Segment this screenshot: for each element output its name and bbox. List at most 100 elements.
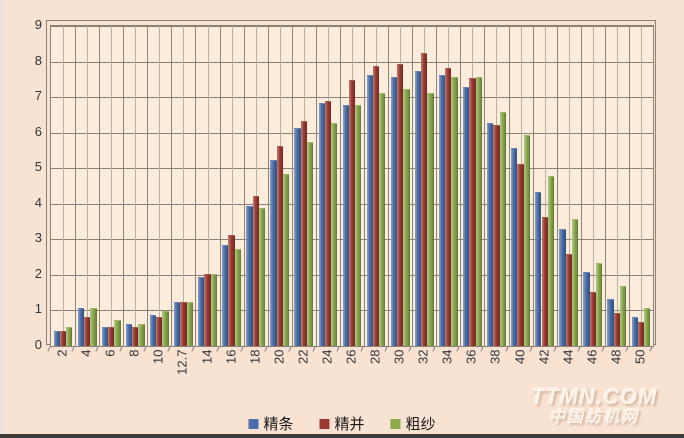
bar-精条-30 [390,76,398,346]
bar-粗纱-22 [306,142,314,346]
gridline-vertical [388,26,390,346]
x-tick-label: 12.7 [174,349,190,375]
bar-粗纱-36 [475,76,482,346]
x-tick-label: 10 [150,349,166,364]
bar-粗纱-8 [138,323,145,346]
bar-精并-34 [445,67,452,346]
legend-label: 粗纱 [405,416,436,433]
bar-粗纱-20 [282,174,290,346]
y-tick-label: 3 [34,230,42,246]
x-tick-label: 30 [391,349,407,364]
bar-精条-12.7 [174,302,181,346]
gridline-vertical [99,26,101,346]
gridline-vertical [291,26,293,346]
x-tick-label: 48 [608,349,624,364]
y-tick-label: 9 [34,17,42,32]
gridline-vertical [267,26,269,346]
bar-粗纱-46 [595,263,603,346]
legend-item-1: 精条 [248,413,293,434]
bar-精并-28 [372,65,380,346]
bar-粗纱-42 [547,176,555,346]
x-tick-label: 6 [102,349,118,357]
bar-精条-20 [270,160,277,346]
y-tick-label: 7 [34,88,42,104]
bar-精并-22 [300,121,307,346]
gridline-vertical [568,26,570,346]
bar-精并-4 [83,316,91,346]
bar-精条-42 [535,192,542,346]
x-tick-label: 38 [487,349,503,364]
bar-粗纱-10 [162,311,169,346]
gridline-vertical [159,26,161,346]
gridline-vertical [243,26,245,346]
bar-精并-10 [156,316,163,346]
x-tick-label: 4 [78,349,94,357]
bar-粗纱-32 [427,92,434,346]
bar-精条-46 [583,272,590,346]
bar-精并-6 [108,327,115,346]
gridline-vertical [484,26,486,346]
y-tick-label: 2 [34,265,42,281]
bar-粗纱-16 [234,249,241,346]
bar-精条-26 [342,105,349,346]
bar-精条-16 [222,245,229,346]
x-tick-label: 18 [247,349,263,364]
gridline-vertical [460,26,462,346]
bar-精条-34 [438,74,446,346]
gridline-vertical [508,26,510,346]
gridline-vertical [580,26,582,346]
bar-粗纱-34 [451,76,458,346]
bar-精并-8 [132,327,139,346]
gridline-vertical [412,26,414,346]
gridline-vertical [147,26,149,346]
axis-tick [143,345,148,352]
x-tick-label: 40 [512,349,528,364]
bar-精并-30 [397,64,404,346]
gridline-vertical [87,26,89,346]
gridline-vertical [219,26,221,346]
y-tick-label: 4 [34,194,42,210]
gridline-vertical [556,26,558,346]
gridline-vertical [135,26,137,346]
x-tick-label: 26 [343,349,359,364]
bar-精并-44 [565,254,572,346]
x-tick-label: 14 [199,349,215,364]
legend: 精条 精并 粗纱 [248,413,436,434]
bar-精并-12.7 [180,302,187,346]
x-tick-label: 20 [271,349,287,364]
bar-精并-26 [348,80,356,346]
x-tick-label: 2 [54,349,70,357]
x-tick-label: 46 [584,349,600,364]
bar-粗纱-12.7 [186,302,193,346]
bar-精条-14 [198,277,205,346]
x-tick-label: 28 [367,349,383,364]
x-tick-label: 34 [439,349,455,364]
gridline-vertical [255,26,257,346]
bar-精条-18 [246,206,253,346]
gridline-vertical [75,26,77,346]
gridline-vertical [171,26,173,346]
window-left-border [0,0,3,438]
x-tick-label: 36 [463,349,479,364]
bar-粗纱-44 [571,218,579,346]
gridline-vertical [604,26,606,346]
axis-tick [119,345,124,352]
gridline-vertical [616,26,618,346]
y-tick-label: 5 [34,159,42,175]
gridline-vertical [640,26,642,346]
gridline-vertical [123,26,125,346]
bar-粗纱-14 [210,273,217,346]
bar-精并-14 [204,273,211,346]
bar-精并-20 [276,145,283,346]
gridline-vertical [315,26,317,346]
bar-精并-40 [517,163,524,346]
legend-swatch-icon [248,418,259,429]
gridline-vertical [231,26,233,346]
bar-粗纱-28 [379,92,386,346]
axis-tick [47,345,51,352]
gridline-vertical [207,26,209,346]
bar-粗纱-38 [499,112,506,346]
bar-精条-10 [149,314,157,346]
bar-精条-48 [607,298,614,346]
